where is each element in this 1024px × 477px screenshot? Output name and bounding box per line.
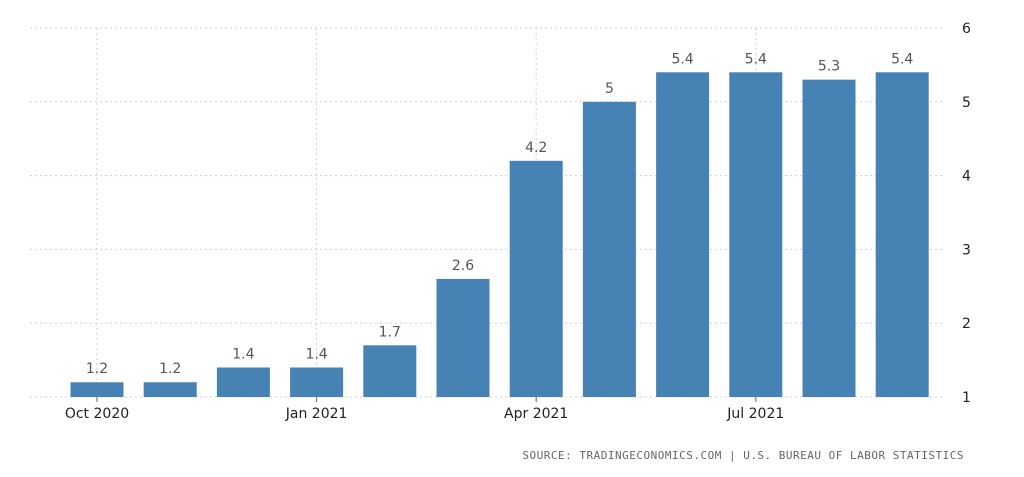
- x-axis-ticks: Oct 2020 Jan 2021 Apr 2021 Jul 2021: [65, 397, 784, 422]
- bar: [802, 79, 856, 397]
- bar-value-label: 1.7: [379, 324, 401, 340]
- bar-value-label: 5.3: [818, 59, 840, 75]
- bar-value-label: 1.2: [86, 361, 108, 377]
- bars: [70, 72, 929, 398]
- bar: [656, 72, 710, 397]
- bar-value-label: 1.4: [305, 346, 327, 362]
- bar: [509, 160, 563, 397]
- bar: [143, 382, 197, 397]
- bar: [582, 101, 636, 398]
- bar: [875, 72, 929, 397]
- bar: [70, 382, 124, 397]
- y-tick-label: 5: [962, 95, 971, 111]
- bar: [216, 367, 270, 397]
- y-tick-label: 1: [962, 390, 971, 406]
- x-tick-label: Oct 2020: [65, 406, 129, 422]
- y-tick-label: 3: [962, 242, 971, 258]
- bar-value-label: 5: [605, 81, 614, 97]
- y-tick-label: 2: [962, 316, 971, 332]
- y-axis-ticks: 1 2 3 4 5 6: [962, 21, 971, 406]
- x-tick-label: Jul 2021: [726, 406, 784, 422]
- bar-value-label: 5.4: [745, 51, 767, 67]
- bar-value-label: 2.6: [452, 258, 474, 274]
- bar: [729, 72, 783, 397]
- x-tick-label: Jan 2021: [285, 406, 348, 422]
- y-tick-label: 4: [962, 169, 971, 185]
- bar: [363, 345, 417, 397]
- y-tick-label: 6: [962, 21, 971, 37]
- bar-value-label: 5.4: [891, 51, 913, 67]
- source-note: SOURCE: TRADINGECONOMICS.COM | U.S. BURE…: [522, 449, 964, 462]
- bar-value-label: 1.4: [232, 346, 254, 362]
- bar: [436, 278, 490, 397]
- bar-value-label: 5.4: [671, 51, 693, 67]
- bar-value-labels: 1.2 1.2 1.4 1.4 1.7 2.6 4.2 5 5.4 5.4 5.3 5.4: [86, 51, 914, 377]
- bar-value-label: 1.2: [159, 361, 181, 377]
- bar-value-label: 4.2: [525, 140, 547, 156]
- bar: [290, 367, 344, 397]
- x-tick-label: Apr 2021: [504, 406, 568, 422]
